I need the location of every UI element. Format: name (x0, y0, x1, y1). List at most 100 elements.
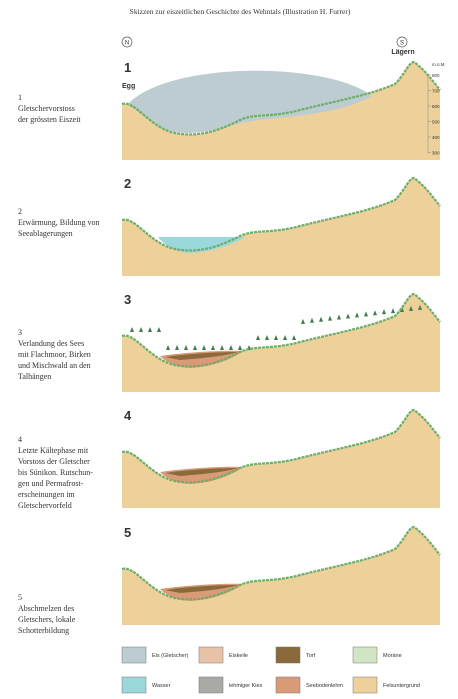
tree (175, 345, 179, 350)
legend-swatch (198, 646, 224, 664)
legend-swatch (352, 676, 378, 694)
tree (355, 312, 359, 318)
peat (165, 352, 238, 360)
tree (283, 335, 287, 340)
south: S (400, 41, 404, 47)
moraine (121, 525, 441, 601)
right-place: Lägern (391, 49, 414, 56)
tree (301, 318, 305, 324)
panel-description: Gletschers, lokale (18, 615, 76, 624)
bedrock (122, 294, 440, 392)
panel-description: Seeablagerungen (18, 229, 73, 238)
legend-swatch (352, 646, 378, 664)
peat (165, 585, 238, 593)
tree (373, 310, 377, 316)
panel-number: 2 (124, 176, 131, 191)
tree (202, 345, 206, 350)
panel-number: 1 (124, 60, 131, 75)
panel: 1 (121, 60, 441, 160)
legend-label: Wasser (152, 683, 171, 689)
tree (238, 345, 242, 350)
panel-description: der grössten Eiszeit (18, 115, 81, 124)
panel-description: erscheinungen im (18, 490, 75, 499)
panel-description: Letzte Kältephase mit (18, 446, 89, 455)
legend-label: Eis (Gletscher) (152, 653, 189, 659)
panel-description: Gletschervorstoss (18, 104, 75, 113)
panel: 4 (121, 408, 441, 508)
tree (319, 316, 323, 322)
panel: 2 (121, 176, 441, 276)
tree (409, 305, 413, 311)
legend-swatch (275, 676, 301, 694)
panel-description: 4 (18, 435, 22, 444)
panel-description: mit Flachmoor, Birken (18, 350, 91, 359)
legend-swatch (121, 676, 147, 694)
bedrock (122, 178, 440, 276)
legend-label: Felsuntergrund (383, 683, 420, 689)
legend-label: Moräne (383, 653, 402, 659)
tree (310, 317, 314, 323)
bedrock (122, 62, 440, 160)
tree (292, 335, 296, 340)
tree (418, 304, 422, 310)
scale-label: 600 (432, 104, 440, 109)
panel-description: und Mischwald an den (18, 361, 91, 370)
south-circle (396, 36, 408, 48)
panel-description: 5 (18, 593, 22, 602)
panel-description: Talhängen (18, 372, 51, 381)
scale-label: 500 (432, 120, 440, 125)
tree (346, 313, 350, 319)
panel-description: gen und Permafrost- (18, 479, 84, 488)
tree (364, 311, 368, 317)
moraine (121, 176, 441, 252)
tree (274, 335, 278, 340)
panel-description: bis Sünikon. Rutschun- (18, 468, 93, 477)
tree (391, 308, 395, 314)
tree (148, 327, 152, 332)
title: Skizzen zur eiszeitlichen Geschichte des… (130, 7, 351, 16)
tree (337, 314, 341, 320)
bedrock (122, 527, 440, 625)
panel: 5 (121, 525, 441, 625)
ice (128, 70, 372, 134)
left-place: Egg (122, 83, 135, 90)
tree (184, 345, 188, 350)
legend-swatch (198, 676, 224, 694)
panel-description: 2 (18, 207, 22, 216)
tree (157, 327, 161, 332)
panel-number: 3 (124, 292, 131, 307)
tree (130, 327, 134, 332)
tree (256, 335, 260, 340)
tree (382, 309, 386, 315)
scale-label: 800 (432, 73, 440, 78)
tree (265, 335, 269, 340)
scale-unit: m.ü.M (432, 62, 445, 67)
tree (193, 345, 197, 350)
legend-label: Eiskeile (229, 653, 248, 659)
bedrock (122, 410, 440, 508)
panel-number: 5 (124, 525, 131, 540)
moraine (121, 60, 441, 136)
tree (139, 327, 143, 332)
panel-description: Verlandung des Sees (18, 339, 84, 348)
panel-description: 3 (18, 328, 22, 337)
north: N (125, 41, 129, 47)
tree (166, 345, 170, 350)
scale-label: 300 (432, 151, 440, 156)
panel-number: 4 (124, 408, 132, 423)
panel: 3 (121, 292, 441, 392)
moraine (121, 292, 441, 368)
legend-swatch (275, 646, 301, 664)
tree (211, 345, 215, 350)
tree (328, 315, 332, 321)
scale-label: 700 (432, 89, 440, 94)
tree (220, 345, 224, 350)
peat (165, 468, 238, 476)
legend-swatch (121, 646, 147, 664)
legend-label: Torf (306, 653, 316, 659)
scale-label: 400 (432, 135, 440, 140)
panel-description: Gletschervorfeld (18, 501, 72, 510)
panel-description: Abschmelzen des (18, 604, 74, 613)
tree (229, 345, 233, 350)
panel-description: 1 (18, 93, 22, 102)
